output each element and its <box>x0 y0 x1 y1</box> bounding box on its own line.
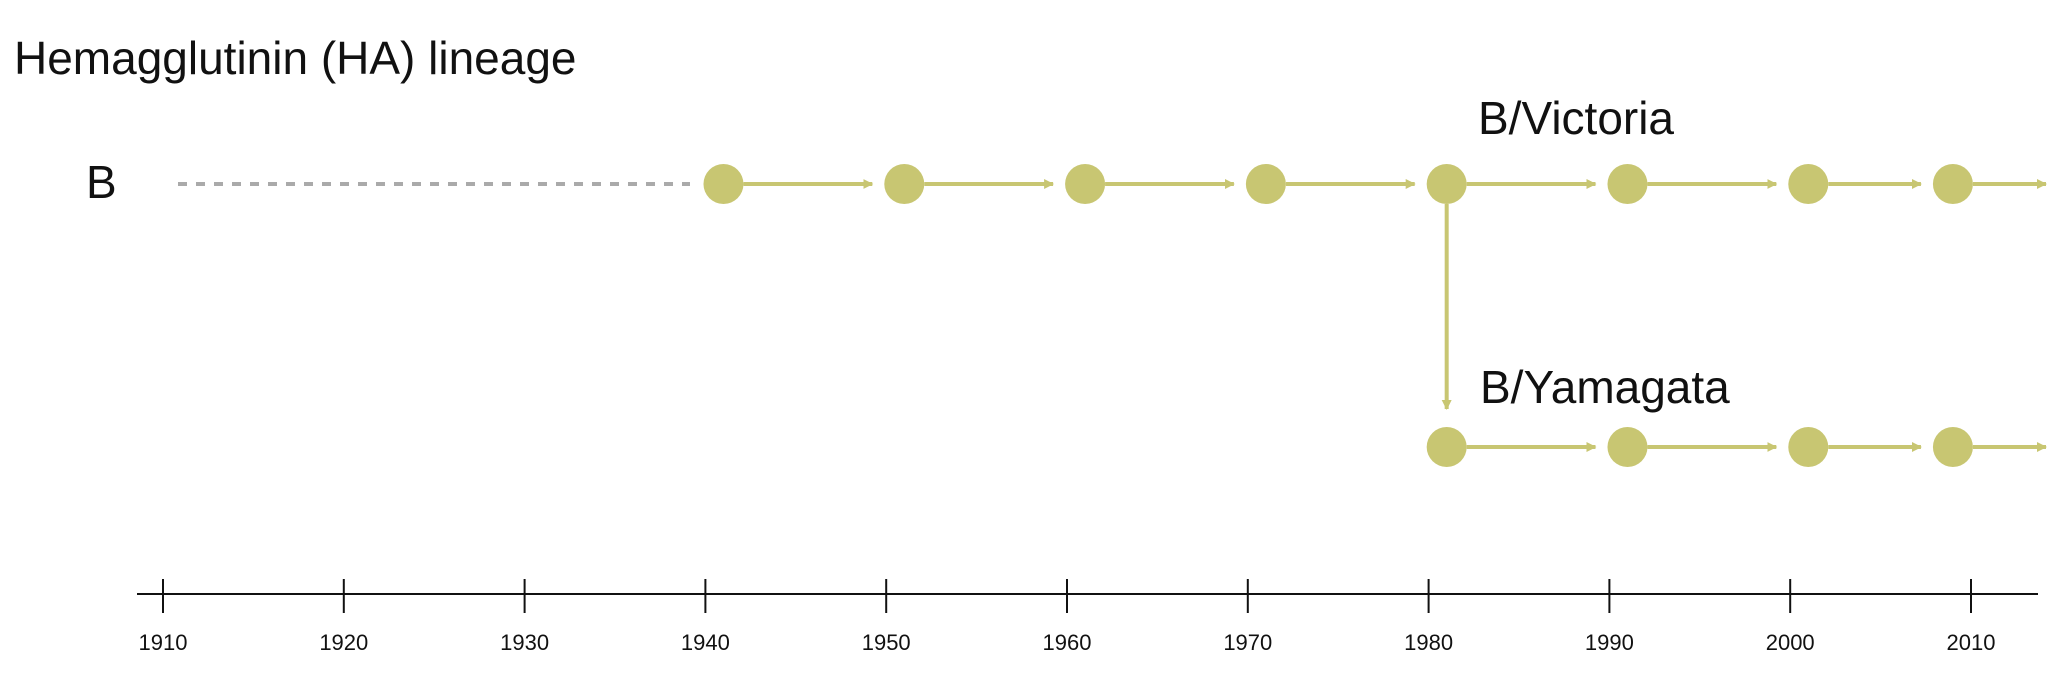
lineage-node <box>1426 164 1467 204</box>
axis-tick-label: 1950 <box>862 630 911 655</box>
row-label-b: B <box>86 156 117 208</box>
axis-tick-label: 1980 <box>1404 630 1453 655</box>
axis-tick-label: 1920 <box>319 630 368 655</box>
axis-tick-label: 1910 <box>139 630 188 655</box>
axis-tick-label: 2010 <box>1947 630 1996 655</box>
lineage-node <box>1788 164 1829 204</box>
lineage-label-yamagata: B/Yamagata <box>1480 361 1730 413</box>
lineage-node <box>1788 427 1829 467</box>
lineage-node <box>1065 164 1106 204</box>
axis-tick-label: 1940 <box>681 630 730 655</box>
lineage-node <box>703 164 744 204</box>
lineage-node <box>1426 427 1467 467</box>
lineage-node <box>1932 164 1973 204</box>
lineage-node <box>1245 164 1286 204</box>
lineage-label-victoria: B/Victoria <box>1478 92 1674 144</box>
axis-tick-label: 1990 <box>1585 630 1634 655</box>
axis-tick-label: 2000 <box>1766 630 1815 655</box>
lineage-node <box>1607 164 1648 204</box>
lineage-nodes <box>703 164 1973 467</box>
diagram-title: Hemagglutinin (HA) lineage <box>14 32 577 84</box>
lineage-node <box>1607 427 1648 467</box>
axis-tick-label: 1960 <box>1043 630 1092 655</box>
axis-tick-label: 1970 <box>1223 630 1272 655</box>
lineage-node <box>1932 427 1973 467</box>
axis-tick-label: 1930 <box>500 630 549 655</box>
lineage-node <box>884 164 925 204</box>
timeline-axis: 1910 1920 1930 1940 1950 1960 1970 1980 1990 2000… <box>137 579 2038 655</box>
lineage-arrows <box>743 179 2047 452</box>
